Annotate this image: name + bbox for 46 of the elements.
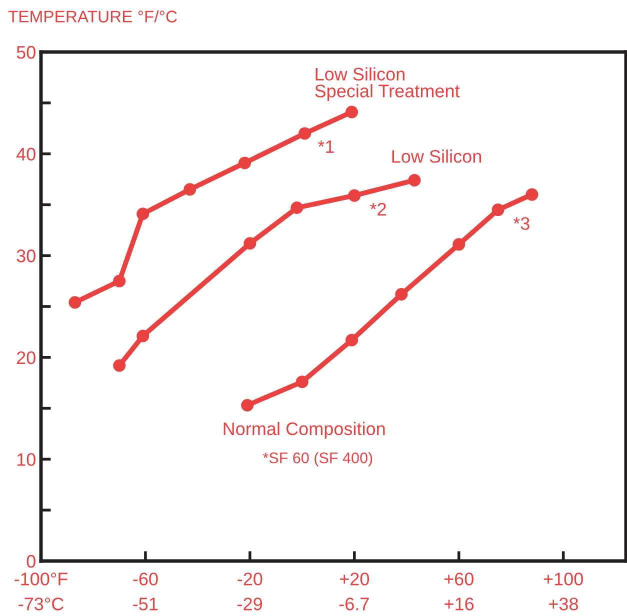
point — [238, 156, 251, 170]
point — [290, 202, 304, 214]
x2-tick-label: +38 — [549, 598, 578, 610]
y-tick-label: 30 — [16, 250, 36, 262]
point — [346, 106, 358, 118]
point — [298, 127, 312, 140]
point — [348, 189, 361, 202]
y-tick-label: 0 — [26, 554, 36, 568]
x2-tick-label: +16 — [444, 598, 474, 610]
series-label: Low Silicon Special Treatment — [315, 67, 460, 101]
point — [241, 398, 254, 412]
x2-tick-label: -51 — [133, 598, 158, 610]
x-tick-label: -100°F — [14, 572, 68, 586]
point — [296, 376, 308, 388]
x-tick-label: +20 — [340, 572, 369, 586]
point — [408, 174, 421, 187]
x2-tick-label: -29 — [238, 598, 262, 610]
point — [526, 188, 538, 201]
y-axis-title: TEMPERATURE °F/°C — [8, 10, 177, 22]
series-label: Normal Composition — [224, 422, 385, 439]
y-tick-label: 40 — [16, 148, 36, 161]
point — [244, 237, 256, 250]
point — [113, 274, 126, 288]
point — [184, 183, 196, 196]
point — [113, 359, 126, 372]
x-tick-label: -60 — [133, 572, 158, 586]
point — [395, 288, 408, 301]
x2-tick-label: -73°C — [18, 598, 64, 610]
x-tick-label: +60 — [444, 572, 474, 586]
annotation: *1 — [318, 140, 334, 153]
point — [136, 208, 150, 220]
point — [346, 334, 358, 346]
y-tick-label: 20 — [16, 351, 36, 364]
point — [68, 296, 82, 309]
x2-tick-label: -6.7 — [339, 598, 369, 610]
point — [452, 238, 466, 251]
y-tick-label: 50 — [16, 46, 36, 59]
annotation: *SF 60 (SF 400) — [262, 452, 372, 466]
point — [136, 330, 150, 342]
annotation: *2 — [370, 202, 386, 216]
point — [492, 204, 504, 216]
x-tick-label: +100 — [544, 572, 583, 586]
series-label: Low Silicon — [392, 150, 482, 163]
x-tick-label: -20 — [238, 572, 262, 586]
y-tick-label: 10 — [17, 453, 36, 466]
annotation: *3 — [513, 217, 530, 230]
